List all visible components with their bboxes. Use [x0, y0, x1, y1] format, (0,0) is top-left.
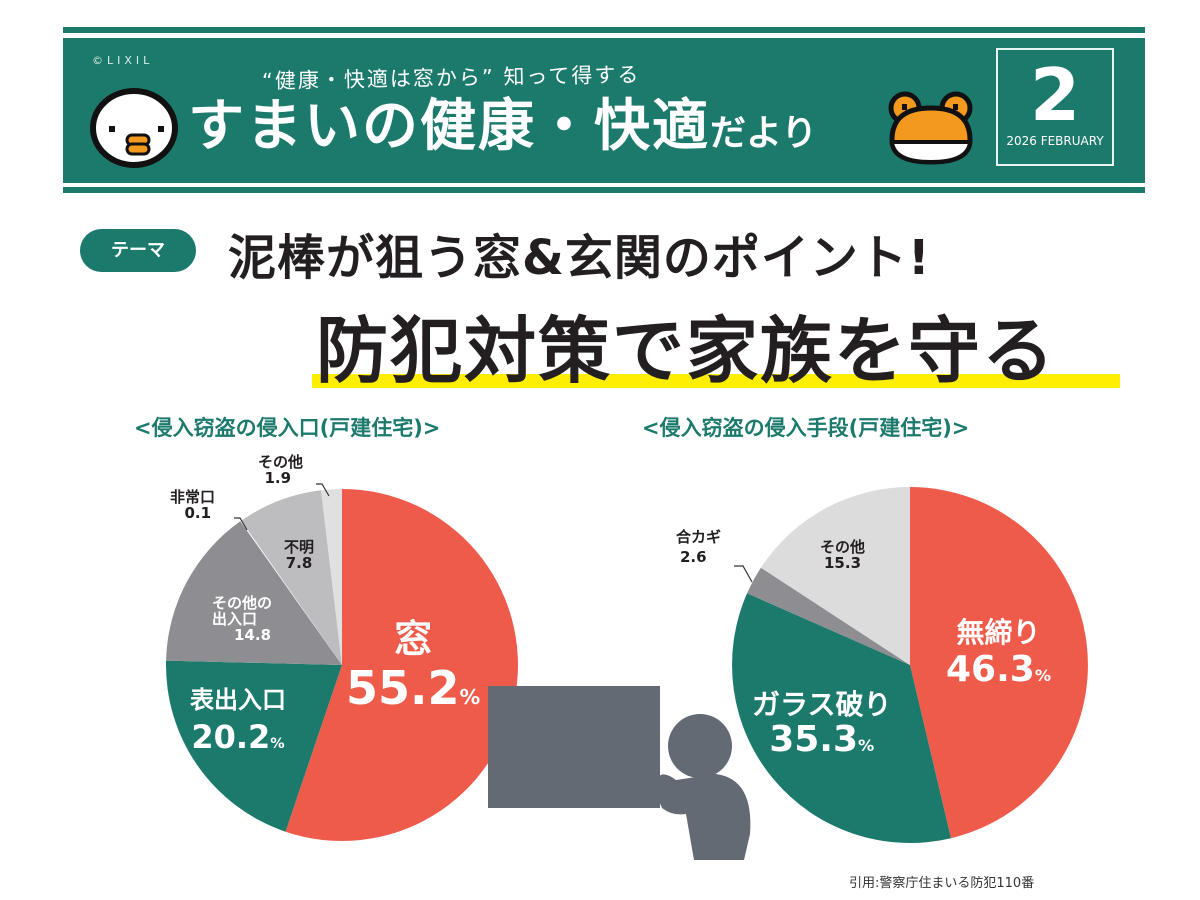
issue-box: 2 2026 FEBRUARY: [996, 48, 1114, 166]
slice-other: [760, 486, 910, 665]
header-bottom-stripe: [63, 187, 1145, 193]
label-window: 窓 55.2%: [346, 617, 481, 715]
left-pie: [165, 483, 518, 841]
burglar-with-board-icon: [488, 686, 751, 860]
slice-emergency-exit: [240, 520, 342, 665]
label-unlocked: 無締り 46.3%: [946, 616, 1052, 691]
label-glass-break: ガラス破り 35.3%: [752, 688, 892, 761]
leader-line: [734, 565, 753, 583]
theme-badge: テーマ: [80, 229, 196, 272]
bird-mascot-icon: [90, 88, 178, 168]
header-title: すまいの健康・快適だより: [188, 92, 817, 169]
label-other: その他 15.3: [820, 538, 866, 572]
slice-glass-break: [732, 593, 951, 843]
label-emergency-exit: 非常口 0.1: [170, 488, 216, 522]
label-other-entrance: その他の 出入口 14.8: [212, 594, 273, 644]
label-duplicate-key: 合カギ 2.6: [676, 528, 722, 566]
header-title-suffix: だより: [710, 113, 818, 154]
slice-unknown: [241, 490, 342, 665]
copyright: ©LIXIL: [92, 54, 154, 67]
theme-headline: 泥棒が狙う窓&玄関のポイント!: [228, 230, 931, 286]
label-front-door: 表出入口 20.2%: [190, 686, 286, 757]
header-top-stripe: [63, 27, 1145, 33]
leader-line: [316, 483, 330, 497]
leader-line: [234, 517, 248, 531]
frog-mascot-icon: [888, 91, 973, 165]
left-chart-title: <侵入窃盗の侵入口(戸建住宅)>: [134, 416, 441, 440]
right-pie: [732, 486, 1088, 843]
theme-main-title: 防犯対策で家族を守る: [316, 309, 1057, 393]
label-other: その他 1.9: [258, 453, 304, 487]
slice-unlocked: [910, 487, 1088, 839]
slice-front-door: [165, 660, 342, 832]
highlight-underline: [312, 374, 1120, 388]
slice-window: [285, 489, 518, 841]
source-citation: 引用:警察庁住まいる防犯110番: [849, 876, 1035, 891]
label-unknown: 不明 7.8: [284, 538, 315, 572]
slice-other: [321, 488, 342, 665]
slice-duplicate-key: [747, 567, 910, 665]
slice-other-entrance: [166, 521, 342, 665]
issue-number: 2: [1029, 53, 1081, 137]
header-title-main: すまいの健康・快適: [188, 94, 710, 159]
right-chart-title: <侵入窃盗の侵入手段(戸建住宅)>: [642, 416, 970, 440]
issue-date: 2026 FEBRUARY: [1006, 134, 1104, 148]
